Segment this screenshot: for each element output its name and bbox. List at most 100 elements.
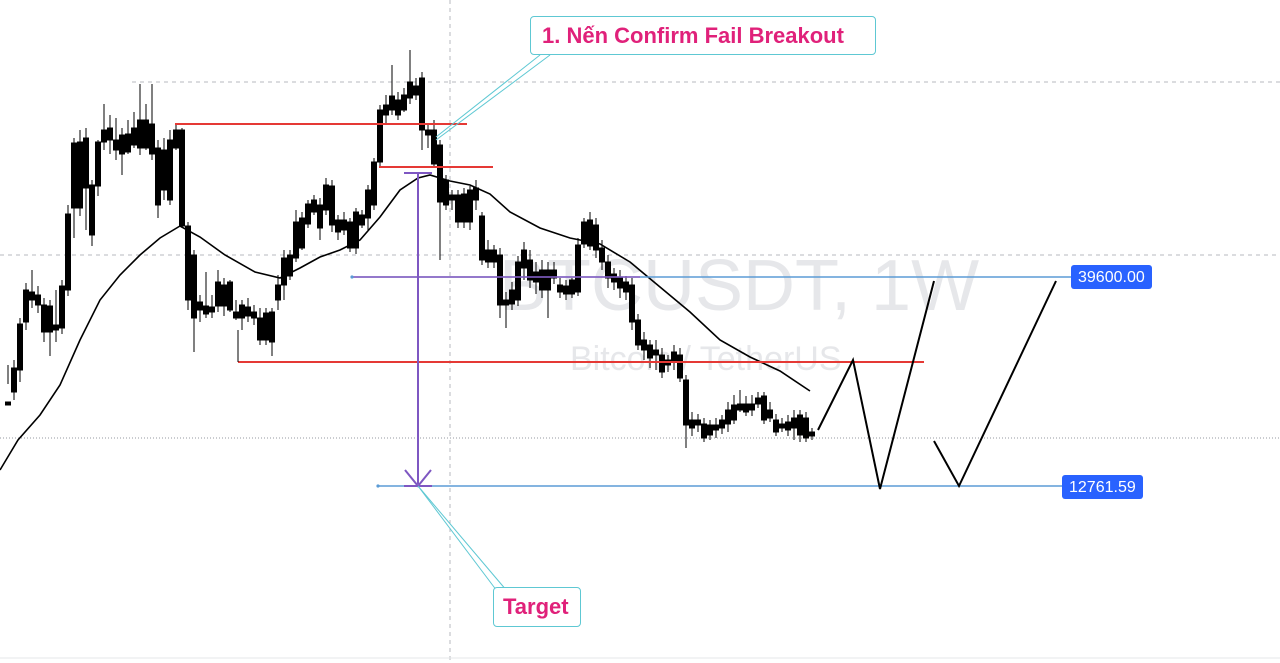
candle-body-103 bbox=[623, 281, 629, 293]
candle-body-5 bbox=[35, 294, 41, 306]
candlestick-series bbox=[5, 50, 815, 448]
candle-body-1 bbox=[11, 367, 17, 393]
candle-body-12 bbox=[77, 141, 83, 209]
candle-body-47 bbox=[287, 254, 293, 277]
candle-body-51 bbox=[311, 199, 317, 213]
candle-body-3 bbox=[23, 289, 29, 323]
candle-body-71 bbox=[431, 129, 437, 165]
moving-average-line bbox=[0, 174, 811, 471]
candle-body-37 bbox=[227, 281, 233, 311]
candle-body-48 bbox=[293, 221, 299, 259]
candle-body-104 bbox=[629, 284, 635, 323]
candle-body-64 bbox=[389, 95, 395, 111]
candle-body-29 bbox=[179, 129, 185, 227]
callout-leader-lines bbox=[417, 54, 551, 592]
candle-body-49 bbox=[299, 217, 305, 249]
candle-body-133 bbox=[803, 417, 809, 439]
candle-body-30 bbox=[185, 225, 191, 301]
candle-body-105 bbox=[635, 319, 641, 346]
candle-body-59 bbox=[359, 214, 365, 226]
candle-body-128 bbox=[773, 419, 779, 433]
candle-body-122 bbox=[737, 403, 743, 411]
candle-body-90 bbox=[545, 269, 551, 291]
candle-body-62 bbox=[377, 109, 383, 163]
candle-body-8 bbox=[53, 324, 59, 331]
candle-body-73 bbox=[443, 179, 449, 206]
candle-body-118 bbox=[713, 424, 719, 431]
candle-body-57 bbox=[347, 221, 353, 249]
candle-body-86 bbox=[521, 249, 527, 269]
candle-body-94 bbox=[569, 279, 575, 295]
candle-body-25 bbox=[155, 147, 161, 206]
candle-body-119 bbox=[719, 419, 725, 429]
candle-body-115 bbox=[695, 419, 701, 426]
candle-body-100 bbox=[605, 261, 611, 279]
candle-body-7 bbox=[47, 305, 53, 333]
candle-body-45 bbox=[275, 284, 281, 301]
candle-body-134 bbox=[809, 431, 815, 437]
candle-body-74 bbox=[449, 194, 455, 201]
candle-body-34 bbox=[209, 306, 215, 313]
candle-body-68 bbox=[413, 85, 419, 96]
candle-body-11 bbox=[71, 142, 77, 209]
candle-body-20 bbox=[125, 133, 131, 153]
candle-body-120 bbox=[725, 409, 731, 425]
watermark-subtitle: Bitcoin / TetherUS bbox=[570, 340, 842, 378]
candle-body-38 bbox=[233, 311, 239, 319]
candle-body-21 bbox=[131, 127, 137, 146]
candle-body-129 bbox=[779, 423, 785, 429]
candle-body-77 bbox=[467, 189, 473, 223]
candle-body-87 bbox=[527, 259, 533, 281]
candle-body-6 bbox=[41, 304, 47, 333]
price-label-upper: 39600.00 bbox=[1071, 265, 1152, 289]
candle-body-102 bbox=[617, 277, 623, 289]
candle-body-114 bbox=[689, 419, 695, 429]
candle-body-41 bbox=[251, 311, 257, 319]
candle-body-55 bbox=[335, 219, 341, 233]
candle-body-26 bbox=[161, 149, 167, 191]
candle-body-69 bbox=[419, 77, 425, 131]
candle-body-18 bbox=[113, 139, 119, 151]
candle-body-32 bbox=[197, 301, 203, 311]
candle-body-63 bbox=[383, 104, 389, 116]
confirm-fail-breakout-note[interactable]: 1. Nến Confirm Fail Breakout bbox=[530, 16, 876, 55]
candle-body-112 bbox=[677, 354, 683, 379]
candle-body-14 bbox=[89, 184, 95, 236]
candle-body-53 bbox=[323, 184, 329, 211]
target-note[interactable]: Target bbox=[493, 587, 581, 627]
candle-body-10 bbox=[65, 213, 71, 291]
watermark: BTCUSDT, 1W Bitcoin / TetherUS bbox=[499, 246, 979, 378]
candle-body-66 bbox=[401, 94, 407, 111]
candle-body-97 bbox=[587, 219, 593, 247]
candle-body-108 bbox=[653, 349, 659, 356]
candle-body-123 bbox=[743, 403, 749, 413]
candle-body-67 bbox=[407, 81, 413, 99]
candle-body-125 bbox=[755, 397, 761, 405]
candle-body-81 bbox=[491, 249, 497, 263]
candle-body-127 bbox=[767, 409, 773, 419]
candle-body-89 bbox=[539, 269, 545, 291]
candle-body-15 bbox=[95, 141, 101, 187]
candle-body-126 bbox=[761, 395, 767, 421]
candle-body-76 bbox=[461, 193, 467, 223]
candle-body-131 bbox=[791, 417, 797, 429]
candle-body-111 bbox=[671, 351, 677, 363]
price-path-drawing bbox=[817, 280, 1057, 490]
candle-body-61 bbox=[371, 161, 377, 206]
candle-body-24 bbox=[149, 123, 155, 155]
candle-body-4 bbox=[29, 291, 35, 301]
target-projection-arrow bbox=[404, 172, 432, 488]
candle-body-95 bbox=[575, 244, 581, 293]
candle-body-130 bbox=[785, 421, 791, 431]
price-label-target: 12761.59 bbox=[1062, 475, 1143, 499]
candle-body-83 bbox=[503, 299, 509, 306]
candle-body-54 bbox=[329, 185, 335, 226]
candle-body-79 bbox=[479, 215, 485, 261]
candle-body-80 bbox=[485, 249, 491, 263]
candle-body-109 bbox=[659, 354, 665, 373]
candle-body-99 bbox=[599, 247, 605, 263]
candle-body-85 bbox=[515, 261, 521, 301]
candle-body-101 bbox=[611, 273, 617, 283]
candle-body-116 bbox=[701, 423, 707, 439]
